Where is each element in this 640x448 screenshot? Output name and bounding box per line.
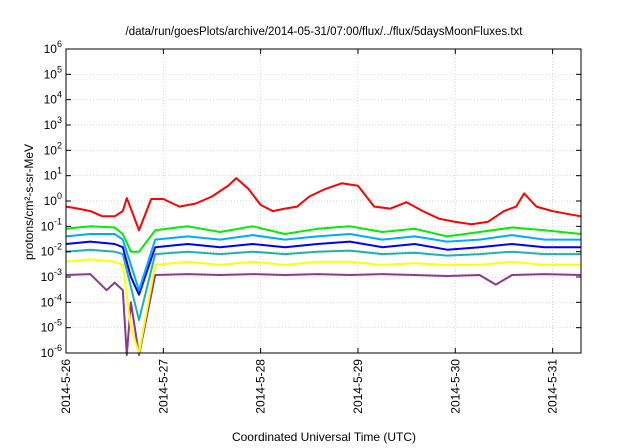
ticks: 10-6 10-5 10-4 10-3 10-2 10-1 100 101 102 103 104 1… [41,39,581,414]
y-tick-label: 10-5 [41,318,62,335]
series-line [65,258,581,354]
series-line [65,233,581,292]
y-tick-label: 100 [44,191,62,208]
series-group [65,177,582,356]
grid [65,48,581,354]
series-line [65,225,582,253]
plot-frame [65,48,582,354]
x-tick-label: 2014-5-27 [156,359,170,414]
y-tick-label: 103 [44,115,62,132]
y-tick-label: 104 [44,90,62,107]
y-tick-label: 102 [44,140,62,157]
x-tick-label: 2014-5-28 [254,359,268,414]
y-tick-label: 10-4 [41,292,62,309]
x-tick-label: 2014-5-29 [351,359,365,414]
y-tick-label: 101 [44,166,62,183]
y-axis-label: protons/cm²-s-sr-MeV [22,144,36,260]
x-tick-label: 2014-5-26 [59,359,73,414]
series-line [65,240,581,296]
y-tick-label: 10-6 [41,343,62,360]
y-tick-label: 10-3 [41,267,62,284]
x-axis-label: Coordinated Universal Time (UTC) [232,430,416,444]
series-line [65,248,581,321]
y-tick-label: 10-2 [41,242,62,259]
y-tick-label: 106 [44,39,62,56]
y-tick-label: 10-1 [41,216,62,233]
chart-title: /data/run/goesPlots/archive/2014-05-31/0… [126,26,524,38]
x-tick-label: 2014-5-31 [546,359,560,414]
series-line [65,273,582,356]
y-tick-label: 105 [44,64,62,81]
series-line [65,177,582,232]
x-tick-label: 2014-5-30 [448,359,462,414]
